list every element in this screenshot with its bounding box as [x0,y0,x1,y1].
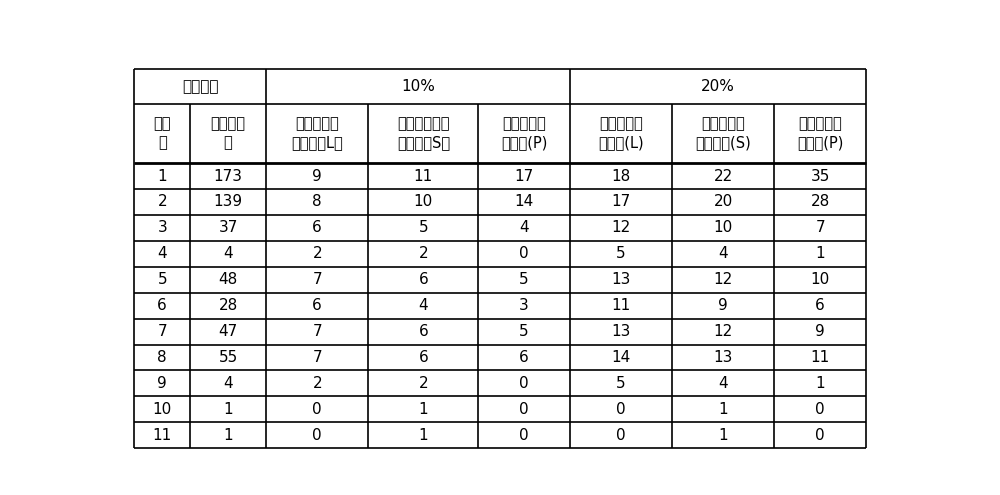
Text: 5: 5 [519,272,529,287]
Text: 139: 139 [214,195,243,209]
Text: 9: 9 [157,376,167,391]
Text: 48: 48 [218,272,238,287]
Text: 4: 4 [718,247,728,261]
Text: 4: 4 [519,220,529,235]
Text: 1: 1 [419,428,428,443]
Text: 28: 28 [811,195,830,209]
Text: 5: 5 [157,272,167,287]
Text: 7: 7 [312,350,322,365]
Text: 3: 3 [157,220,167,235]
Text: 0: 0 [616,402,626,417]
Text: 13: 13 [611,324,631,339]
Text: 1: 1 [815,247,825,261]
Text: 6: 6 [418,324,428,339]
Text: 1: 1 [223,428,233,443]
Text: 2: 2 [312,376,322,391]
Text: 17: 17 [611,195,631,209]
Text: 10: 10 [811,272,830,287]
Text: 55: 55 [218,350,238,365]
Text: 11: 11 [811,350,830,365]
Text: 0: 0 [519,402,529,417]
Text: 35: 35 [810,168,830,184]
Text: 12: 12 [611,220,631,235]
Text: 5: 5 [519,324,529,339]
Text: 13: 13 [714,350,733,365]
Text: 20%: 20% [701,79,735,94]
Text: 2: 2 [419,247,428,261]
Text: 4: 4 [419,298,428,313]
Text: 1: 1 [815,376,825,391]
Text: 12: 12 [714,324,733,339]
Text: 5: 5 [616,376,626,391]
Text: 10%: 10% [401,79,435,94]
Text: 6: 6 [418,272,428,287]
Text: 0: 0 [312,402,322,417]
Text: 6: 6 [815,298,825,313]
Text: 1: 1 [718,428,728,443]
Text: 4: 4 [718,376,728,391]
Text: 20: 20 [714,195,733,209]
Text: 0: 0 [519,428,529,443]
Text: 1: 1 [223,402,233,417]
Text: 6: 6 [157,298,167,313]
Text: 12: 12 [714,272,733,287]
Text: 9: 9 [815,324,825,339]
Text: 1: 1 [718,402,728,417]
Text: 11: 11 [611,298,631,313]
Text: 47: 47 [218,324,238,339]
Text: 2: 2 [419,376,428,391]
Text: 0: 0 [519,247,529,261]
Text: 0: 0 [616,428,626,443]
Text: 14: 14 [514,195,534,209]
Text: 22: 22 [714,168,733,184]
Text: 0: 0 [312,428,322,443]
Text: 17: 17 [514,168,534,184]
Text: 37: 37 [218,220,238,235]
Text: 6: 6 [312,220,322,235]
Text: 3: 3 [519,298,529,313]
Text: 8: 8 [312,195,322,209]
Text: 分组情况: 分组情况 [182,79,218,94]
Text: 9: 9 [718,298,728,313]
Text: 简单比例取
样数目(P): 简单比例取 样数目(P) [501,116,547,150]
Text: 6: 6 [312,298,322,313]
Text: 7: 7 [815,220,825,235]
Text: 0: 0 [815,402,825,417]
Text: 6: 6 [519,350,529,365]
Text: 10: 10 [153,402,172,417]
Text: 4: 4 [157,247,167,261]
Text: 13: 13 [611,272,631,287]
Text: 7: 7 [312,272,322,287]
Text: 0: 0 [815,428,825,443]
Text: 1: 1 [157,168,167,184]
Text: 11: 11 [153,428,172,443]
Text: 平方根比例
取样数目(S): 平方根比例 取样数目(S) [695,116,751,150]
Text: 8: 8 [157,350,167,365]
Text: 1: 1 [419,402,428,417]
Text: 2: 2 [157,195,167,209]
Text: 173: 173 [214,168,243,184]
Text: 6: 6 [418,350,428,365]
Text: 0: 0 [519,376,529,391]
Text: 28: 28 [218,298,238,313]
Text: 7: 7 [312,324,322,339]
Text: 狗牙根数
量: 狗牙根数 量 [211,116,246,150]
Text: 组编
号: 组编 号 [153,116,171,150]
Text: 4: 4 [223,247,233,261]
Text: 平方根比例取
样数目（S）: 平方根比例取 样数目（S） [397,116,450,150]
Text: 7: 7 [157,324,167,339]
Text: 5: 5 [419,220,428,235]
Text: 9: 9 [312,168,322,184]
Text: 11: 11 [414,168,433,184]
Text: 5: 5 [616,247,626,261]
Text: 10: 10 [714,220,733,235]
Text: 10: 10 [414,195,433,209]
Text: 18: 18 [611,168,631,184]
Text: 对数比例取
样数目(L): 对数比例取 样数目(L) [598,116,644,150]
Text: 14: 14 [611,350,631,365]
Text: 对数比例取
样数目（L）: 对数比例取 样数目（L） [291,116,343,150]
Text: 简单比例取
样数目(P): 简单比例取 样数目(P) [797,116,843,150]
Text: 2: 2 [312,247,322,261]
Text: 4: 4 [223,376,233,391]
